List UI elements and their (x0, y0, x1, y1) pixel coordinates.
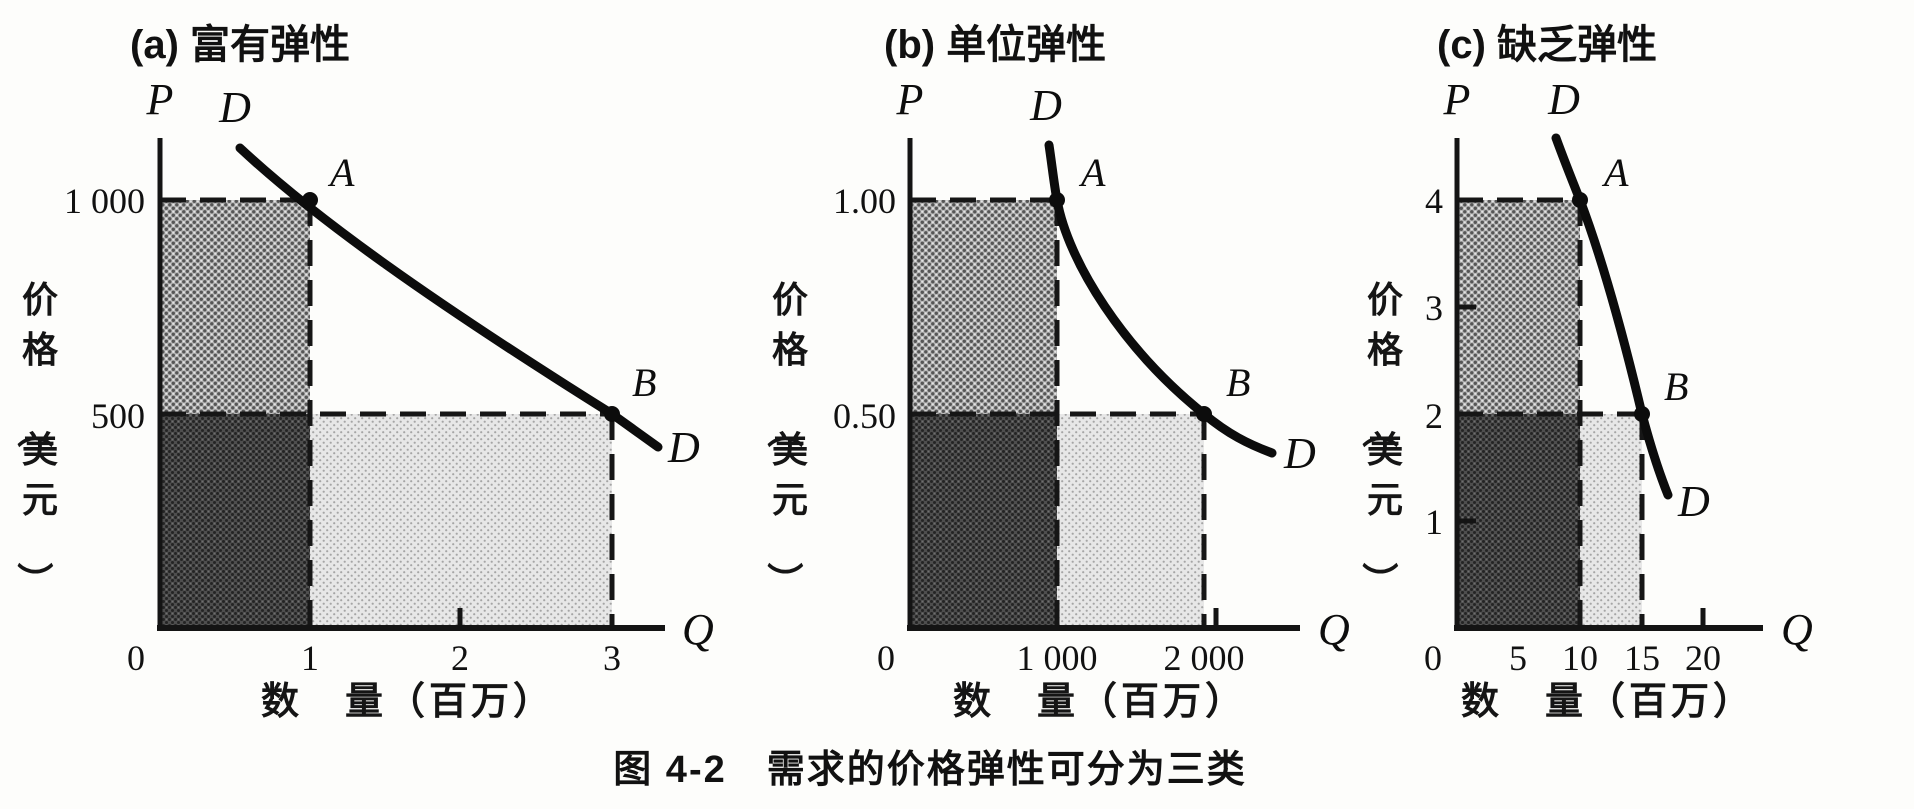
panel-a-x-tick-label: 2 (451, 638, 469, 678)
panel-c-x-tick-label: 20 (1685, 638, 1721, 678)
panel-a-x-tick-label: 3 (603, 638, 621, 678)
panel-c-x-tick-label: 5 (1509, 638, 1527, 678)
panel-b-x-tick-label: 0 (877, 638, 895, 678)
panel-a-curve-label-bottom: D (667, 423, 700, 472)
panel-a-revenue-upper-left-region (160, 200, 310, 414)
panel-a-p-axis-label: P (146, 75, 174, 124)
panel-c-revenue-lower-left-region (1457, 414, 1580, 628)
panel-b-y-axis-title: 价格（美元） (764, 279, 809, 598)
panel-b-revenue-lower-right-region (1057, 414, 1204, 628)
panel-c-point-b-dot (1634, 406, 1650, 422)
panel-b-q-axis-label: Q (1318, 605, 1350, 654)
panel-b-revenue-upper-left-region (910, 200, 1057, 414)
panel-a-title: (a) 富有弹性 (130, 23, 350, 67)
panel-b-y-tick-label: 0.50 (833, 396, 896, 436)
panel-b-y-tick-label: 1.00 (833, 181, 896, 221)
panel-b-x-axis-title: 数 量（百万） (953, 681, 1247, 723)
panel-c-x-tick-label: 10 (1562, 638, 1598, 678)
panel-a-curve-label-top: D (218, 83, 251, 132)
panel-a-revenue-lower-right-region (310, 414, 612, 628)
panel-b-p-axis-label: P (896, 75, 924, 124)
panel-b-curve-label-bottom: D (1283, 429, 1316, 478)
panel-a-y-tick-label: 1 000 (64, 181, 145, 221)
panel-a-point-b-label: B (632, 360, 656, 405)
panel-c-point-a-label: A (1601, 150, 1629, 195)
panel-c-y-tick-label: 3 (1425, 288, 1443, 328)
panel-c-point-b-label: B (1664, 364, 1688, 409)
panel-a-demand-curve (235, 143, 663, 452)
panel-c-point-a-dot (1572, 192, 1588, 208)
panel-b-x-tick-label: 2 000 (1164, 638, 1245, 678)
panel-c-revenue-lower-right-region (1580, 414, 1642, 628)
panel-c-curve-label-top: D (1547, 75, 1580, 124)
panel-a-elastic: (a) 富有弹性 P D D Q A B 1 000 500 0 1 2 3 价… (14, 23, 714, 723)
panel-c-demand-curve (1551, 133, 1673, 500)
panel-a-revenue-lower-left-region (160, 414, 310, 628)
panel-a-y-axis-title: 价格（美元） (14, 279, 59, 598)
panel-b-point-b-dot (1196, 406, 1212, 422)
panel-b-demand-curve (1044, 140, 1277, 458)
panel-a-q-axis-label: Q (682, 605, 714, 654)
panel-c-x-tick-label: 0 (1424, 638, 1442, 678)
panel-a-point-a-label: A (327, 150, 355, 195)
panel-c-y-tick-label: 4 (1425, 181, 1443, 221)
panel-a-x-tick-label: 0 (127, 638, 145, 678)
panel-c-q-axis-label: Q (1781, 605, 1813, 654)
panel-b-unit-elastic: (b) 单位弹性 P D D Q A B 1.00 0.50 0 1 000 2… (764, 23, 1350, 723)
panel-c-revenue-upper-left-region (1457, 200, 1580, 414)
panel-a-point-b-dot (604, 406, 620, 422)
panel-b-title: (b) 单位弹性 (884, 23, 1106, 67)
panel-c-inelastic: (c) 缺乏弹性 P D D Q A B 4 3 2 1 0 5 10 15 2… (1359, 23, 1813, 723)
panel-c-curve-label-bottom: D (1677, 477, 1710, 526)
panel-b-point-a-label: A (1078, 150, 1106, 195)
panel-a-point-a-dot (302, 192, 318, 208)
panel-b-point-b-label: B (1226, 360, 1250, 405)
panel-a-x-tick-label: 1 (301, 638, 319, 678)
panel-b-point-a-dot (1049, 192, 1065, 208)
panel-a-y-tick-label: 500 (91, 396, 145, 436)
panel-c-p-axis-label: P (1443, 75, 1471, 124)
panel-b-x-tick-label: 1 000 (1017, 638, 1098, 678)
panel-c-y-axis-title: 价格（美元） (1359, 279, 1404, 598)
panel-c-x-axis-title: 数 量（百万） (1461, 681, 1755, 723)
panel-a-x-axis-title: 数 量（百万） (261, 681, 555, 723)
panel-c-y-tick-label: 2 (1425, 396, 1443, 436)
panel-c-title: (c) 缺乏弹性 (1437, 23, 1657, 67)
figure-caption: 图 4-2 需求的价格弹性可分为三类 (613, 749, 1246, 791)
panel-c-y-tick-label: 1 (1425, 502, 1443, 542)
panel-c-x-tick-label: 15 (1624, 638, 1660, 678)
panel-b-revenue-lower-left-region (910, 414, 1057, 628)
panel-b-curve-label-top: D (1029, 81, 1062, 130)
